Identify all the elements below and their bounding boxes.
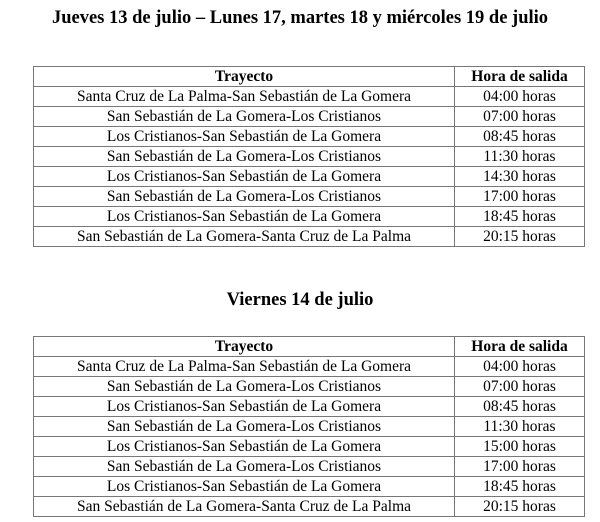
table-row: San Sebastián de La Gomera-Los Cristiano… bbox=[33, 106, 585, 127]
section-title: Jueves 13 de julio – Lunes 17, martes 18… bbox=[51, 8, 549, 28]
table-row: Santa Cruz de La Palma-San Sebastián de … bbox=[33, 86, 585, 107]
column-header-departure: Hora de salida bbox=[454, 336, 585, 357]
table-row: San Sebastián de La Gomera-Los Cristiano… bbox=[33, 376, 585, 397]
departure-cell: 04:00 horas bbox=[454, 86, 585, 107]
route-cell: San Sebastián de La Gomera-Los Cristiano… bbox=[33, 456, 455, 477]
route-cell: San Sebastián de La Gomera-Los Cristiano… bbox=[33, 146, 455, 167]
route-cell: Los Cristianos-San Sebastián de La Gomer… bbox=[33, 436, 455, 457]
departure-cell: 08:45 horas bbox=[454, 396, 585, 417]
departure-cell: 14:30 horas bbox=[454, 166, 585, 187]
route-cell: San Sebastián de La Gomera-Santa Cruz de… bbox=[33, 496, 455, 517]
route-cell: Los Cristianos-San Sebastián de La Gomer… bbox=[33, 126, 455, 147]
table-row: San Sebastián de La Gomera-Los Cristiano… bbox=[33, 186, 585, 207]
column-header-route: Trayecto bbox=[33, 336, 455, 357]
route-cell: Santa Cruz de La Palma-San Sebastián de … bbox=[33, 356, 455, 377]
departure-cell: 17:00 horas bbox=[454, 456, 585, 477]
departure-cell: 07:00 horas bbox=[454, 106, 585, 127]
route-cell: San Sebastián de La Gomera-Los Cristiano… bbox=[33, 186, 455, 207]
departure-cell: 11:30 horas bbox=[454, 416, 585, 437]
departure-cell: 18:45 horas bbox=[454, 476, 585, 497]
departure-cell: 08:45 horas bbox=[454, 126, 585, 147]
route-cell: Santa Cruz de La Palma-San Sebastián de … bbox=[33, 86, 455, 107]
table-row: San Sebastián de La Gomera-Los Cristiano… bbox=[33, 146, 585, 167]
route-cell: San Sebastián de La Gomera-Los Cristiano… bbox=[33, 376, 455, 397]
column-header-route: Trayecto bbox=[33, 66, 455, 87]
column-header-departure: Hora de salida bbox=[454, 66, 585, 87]
departure-cell: 20:15 horas bbox=[454, 496, 585, 517]
table-row: San Sebastián de La Gomera-Los Cristiano… bbox=[33, 416, 585, 437]
departure-cell: 20:15 horas bbox=[454, 226, 585, 247]
departure-cell: 17:00 horas bbox=[454, 186, 585, 207]
table-row: Los Cristianos-San Sebastián de La Gomer… bbox=[33, 476, 585, 497]
table-row: San Sebastián de La Gomera-Los Cristiano… bbox=[33, 456, 585, 477]
table-row: Santa Cruz de La Palma-San Sebastián de … bbox=[33, 356, 585, 377]
section-title: Viernes 14 de julio bbox=[226, 290, 374, 310]
route-cell: Los Cristianos-San Sebastián de La Gomer… bbox=[33, 206, 455, 227]
table-row: Los Cristianos-San Sebastián de La Gomer… bbox=[33, 396, 585, 417]
route-cell: San Sebastián de La Gomera-Los Cristiano… bbox=[33, 416, 455, 437]
departure-cell: 07:00 horas bbox=[454, 376, 585, 397]
departure-cell: 18:45 horas bbox=[454, 206, 585, 227]
table-row: Los Cristianos-San Sebastián de La Gomer… bbox=[33, 166, 585, 187]
departure-cell: 11:30 horas bbox=[454, 146, 585, 167]
table-row: Los Cristianos-San Sebastián de La Gomer… bbox=[33, 206, 585, 227]
route-cell: Los Cristianos-San Sebastián de La Gomer… bbox=[33, 476, 455, 497]
route-cell: San Sebastián de La Gomera-Los Cristiano… bbox=[33, 106, 455, 127]
table-row: San Sebastián de La Gomera-Santa Cruz de… bbox=[33, 226, 585, 247]
table-header-row: Trayecto Hora de salida bbox=[33, 336, 585, 357]
table-header-row: Trayecto Hora de salida bbox=[33, 66, 585, 87]
route-cell: San Sebastián de La Gomera-Santa Cruz de… bbox=[33, 226, 455, 247]
schedule-table: Trayecto Hora de salida Santa Cruz de La… bbox=[33, 66, 585, 247]
route-cell: Los Cristianos-San Sebastián de La Gomer… bbox=[33, 396, 455, 417]
departure-cell: 15:00 horas bbox=[454, 436, 585, 457]
table-row: Los Cristianos-San Sebastián de La Gomer… bbox=[33, 126, 585, 147]
route-cell: Los Cristianos-San Sebastián de La Gomer… bbox=[33, 166, 455, 187]
schedule-table: Trayecto Hora de salida Santa Cruz de La… bbox=[33, 336, 585, 517]
table-row: Los Cristianos-San Sebastián de La Gomer… bbox=[33, 436, 585, 457]
table-row: San Sebastián de La Gomera-Santa Cruz de… bbox=[33, 496, 585, 517]
departure-cell: 04:00 horas bbox=[454, 356, 585, 377]
